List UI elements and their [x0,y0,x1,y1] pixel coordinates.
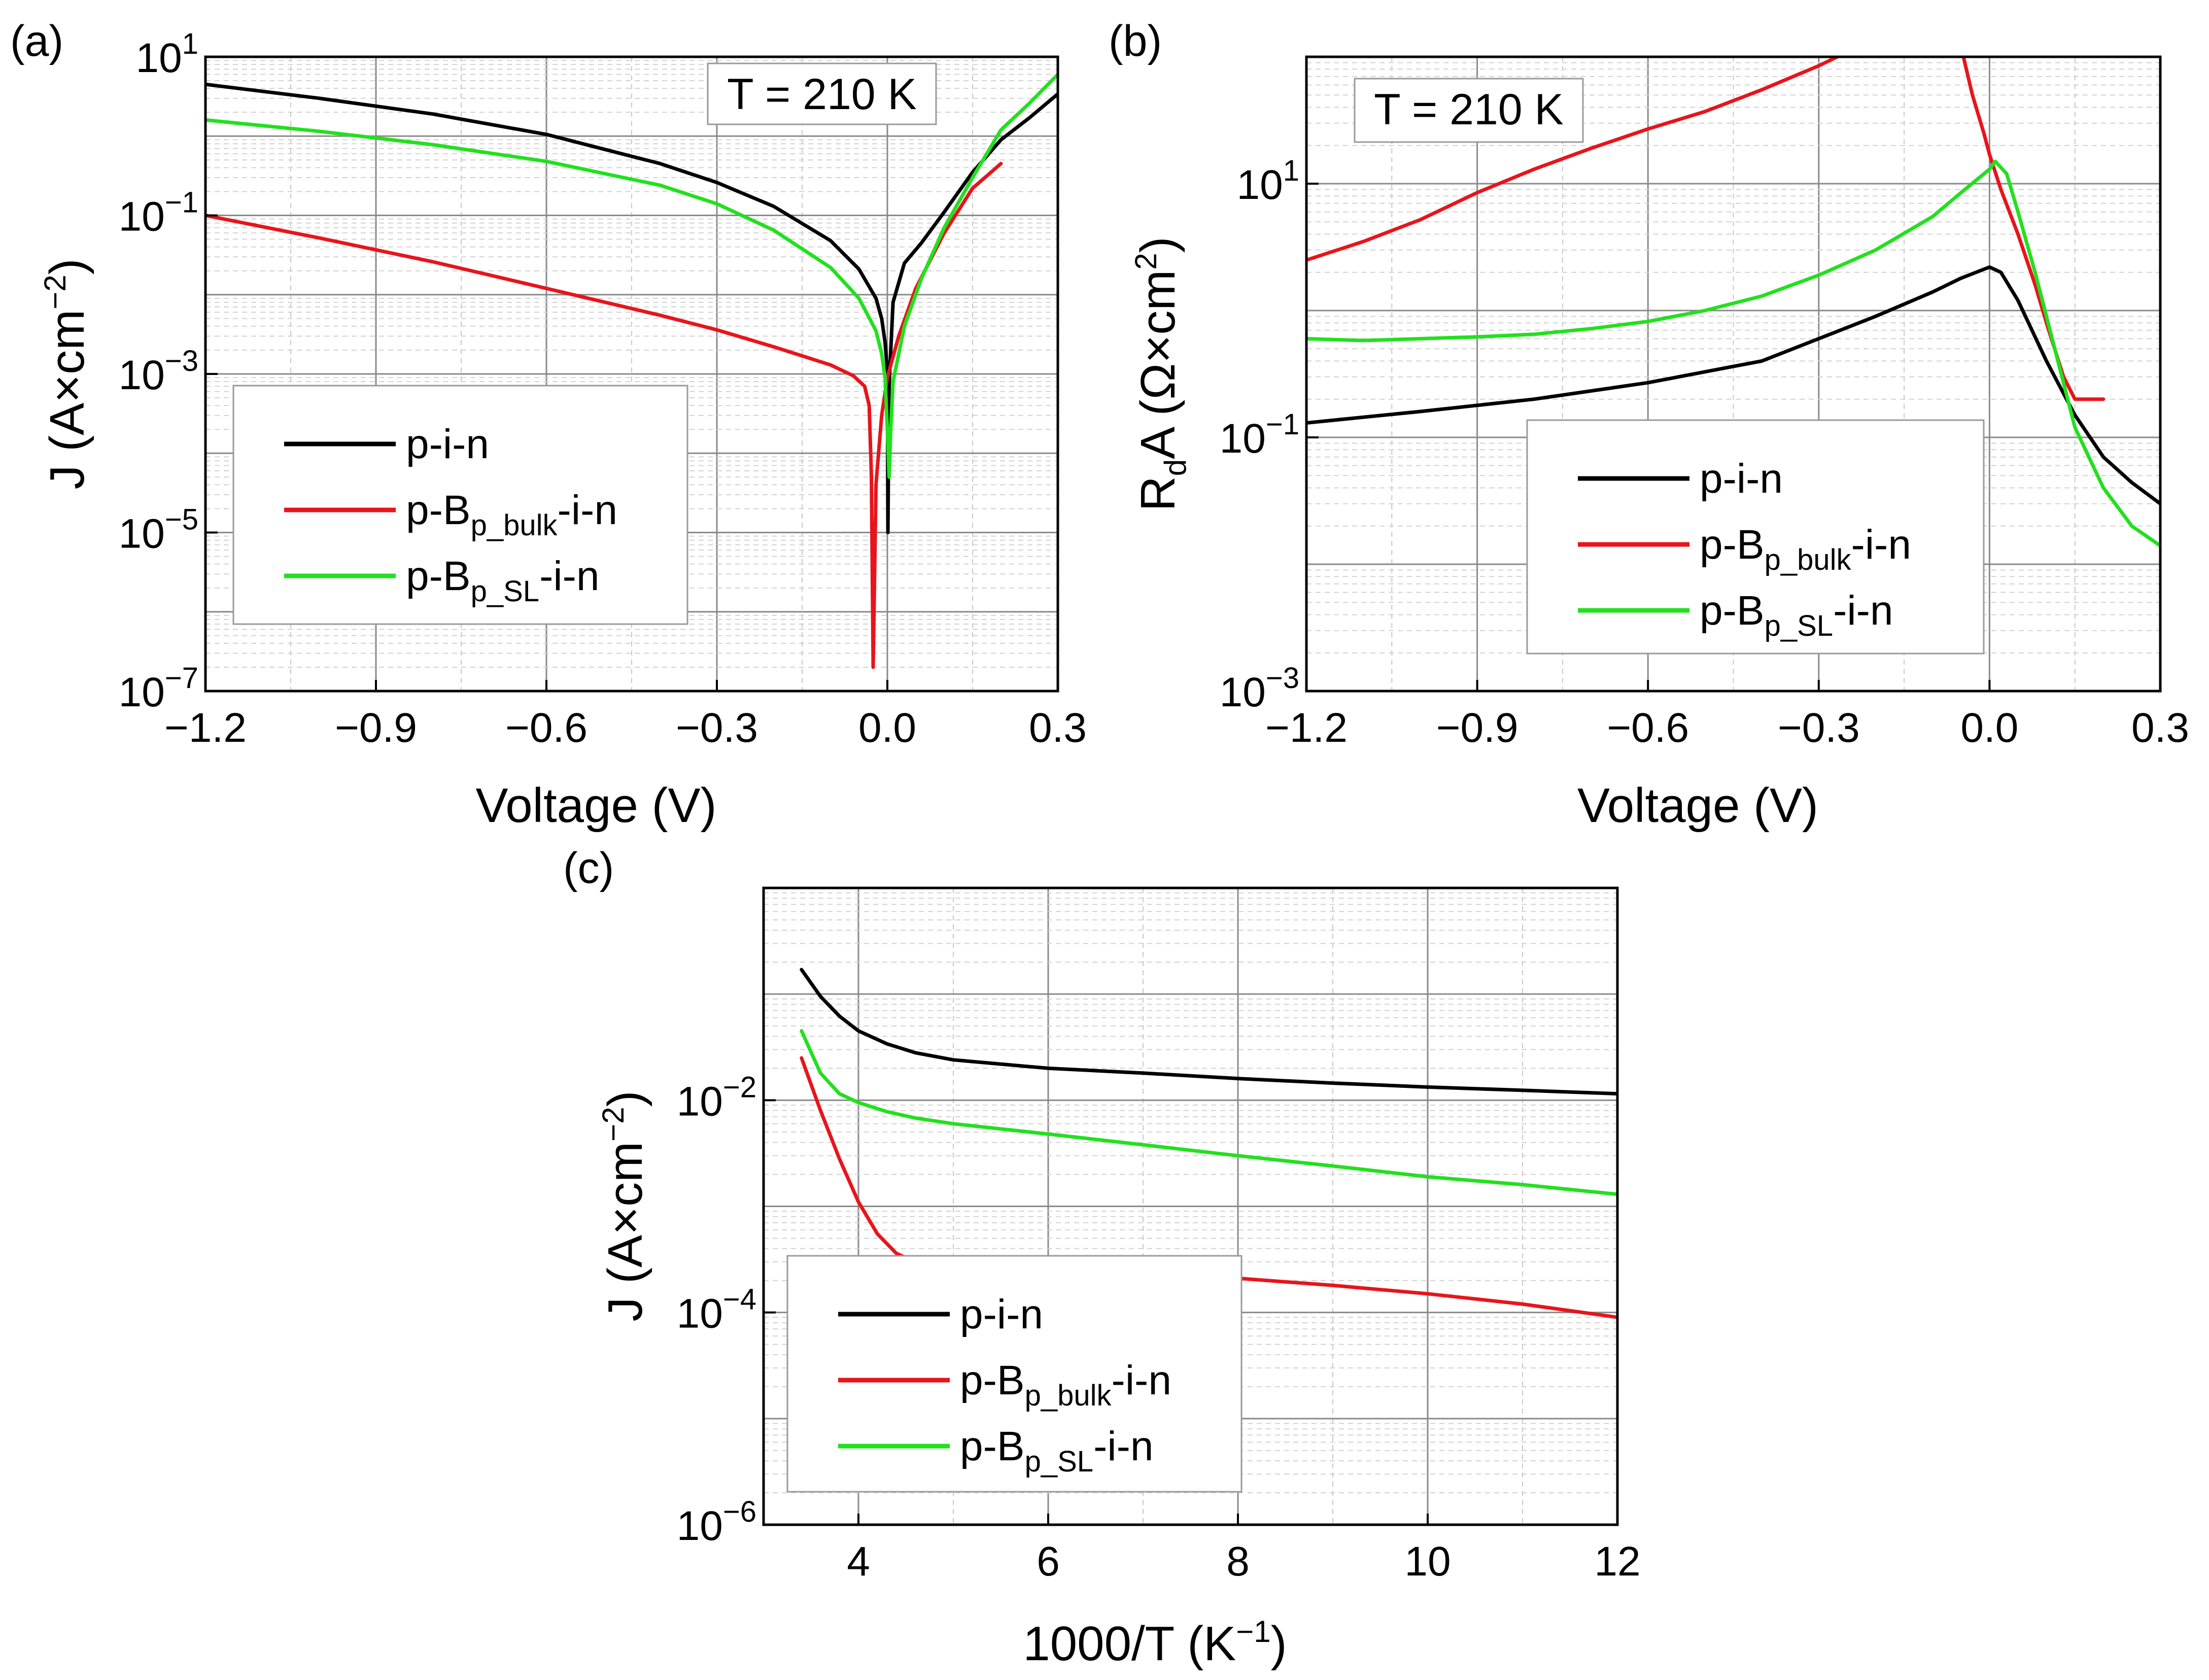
x-tick-label: 0.0 [858,705,916,751]
legend-entry-label: p-Bp_bulk-i-n [960,1357,1171,1412]
annotation-temperature: T = 210 K [1374,85,1564,134]
series-line-pin [205,82,1058,534]
y-axis-label: J (A×cm−2) [38,258,94,489]
legend-box [232,385,688,625]
x-tick-label: 6 [1037,1538,1060,1585]
x-tick-label: 0.0 [1960,705,2018,751]
x-tick-label: 12 [1594,1538,1640,1585]
legend: p-i-n p-Bp_bulk-i-n p-Bp_SL-i-n [232,385,688,625]
y-tick-label: 101 [1237,154,1299,208]
series-line-pin [800,968,1617,1096]
y-axis-label: J (A×cm−2) [596,1090,652,1321]
y-tick-label: 10−1 [119,186,198,240]
x-tick-label: −0.3 [1778,705,1860,751]
y-tick-label: 10−3 [1220,662,1299,715]
legend-entry-label: p-i-n [960,1291,1043,1338]
legend-entry-label: p-Bp_bulk-i-n [406,487,617,542]
x-tick-label: 0.3 [1029,705,1087,751]
legend-entry-label: p-Bp_bulk-i-n [1700,522,1911,576]
x-tick-label: −0.9 [335,705,417,751]
legend: p-i-n p-Bp_bulk-i-n p-Bp_SL-i-n [1526,419,1985,655]
x-tick-label: 8 [1226,1538,1250,1585]
x-axis-label: Voltage (V) [1577,778,1818,833]
annotation-temperature: T = 210 K [727,70,917,119]
panel-label: (c) [563,844,614,893]
series-line-sl [800,1029,1617,1196]
chart-panel-c: 4 6 8 10 12 10−6 10−4 10−2 (c) 1000/T (K−1) J (A×c… [563,844,1641,1671]
series-group [205,73,1058,669]
x-tick-label: −1.2 [164,705,247,751]
series-line-pin [1306,265,2160,506]
y-tick-label: 10−5 [119,503,198,557]
legend-entry-label: p-Bp_SL-i-n [960,1423,1154,1478]
y-axis-label: RdA (Ω×cm2) [1129,236,1192,511]
chart-panel-b: −1.2 −0.9 −0.6 −0.3 0.0 0.3 10−3 10−1 101 (b) Volt… [1109,17,2189,833]
series-group [1306,57,2160,547]
y-tick-label: 10−7 [119,662,198,715]
legend-box [786,1255,1242,1493]
x-axis-label: Voltage (V) [476,778,717,833]
y-tick-label: 101 [136,27,198,81]
x-tick-label: −1.2 [1265,705,1348,751]
series-line-sl [205,73,1058,479]
x-tick-label: 4 [847,1538,870,1585]
legend-entry-label: p-i-n [1700,456,1783,502]
x-tick-label: −0.6 [1607,705,1689,751]
series-line-sl [1306,159,2160,547]
x-tick-label: −0.6 [505,705,588,751]
plot-frame [762,886,1619,1526]
chart-panel-a: −1.2 −0.9 −0.6 −0.3 0.0 0.3 10−7 10−5 10−3 10−1 10… [10,17,1087,833]
y-tick-label: 10−1 [1220,408,1299,462]
legend-entry-label: p-Bp_SL-i-n [1700,588,1893,642]
y-tick-label: 10−3 [119,345,198,398]
x-tick-label: −0.3 [676,705,758,751]
legend-entry-label: p-Bp_SL-i-n [406,553,600,608]
legend-box [1526,419,1985,655]
annotation-box [707,62,937,125]
plot-frame [1305,55,2162,693]
annotation-box [1354,78,1584,143]
y-tick-label: 10−6 [677,1495,756,1549]
series-line-bulk [1306,57,2106,401]
y-tick-label: 10−4 [677,1283,756,1337]
legend: p-i-n p-Bp_bulk-i-n p-Bp_SL-i-n [786,1255,1242,1493]
series-line-bulk [205,161,1003,669]
x-tick-label: 10 [1404,1538,1451,1585]
x-axis-label: 1000/T (K−1) [1023,1615,1287,1671]
panel-label: (a) [10,17,63,65]
panel-label: (b) [1109,17,1162,65]
legend-entry-label: p-i-n [406,421,489,467]
x-tick-label: −0.9 [1436,705,1518,751]
y-tick-label: 10−2 [677,1071,756,1124]
x-tick-label: 0.3 [2131,705,2189,751]
